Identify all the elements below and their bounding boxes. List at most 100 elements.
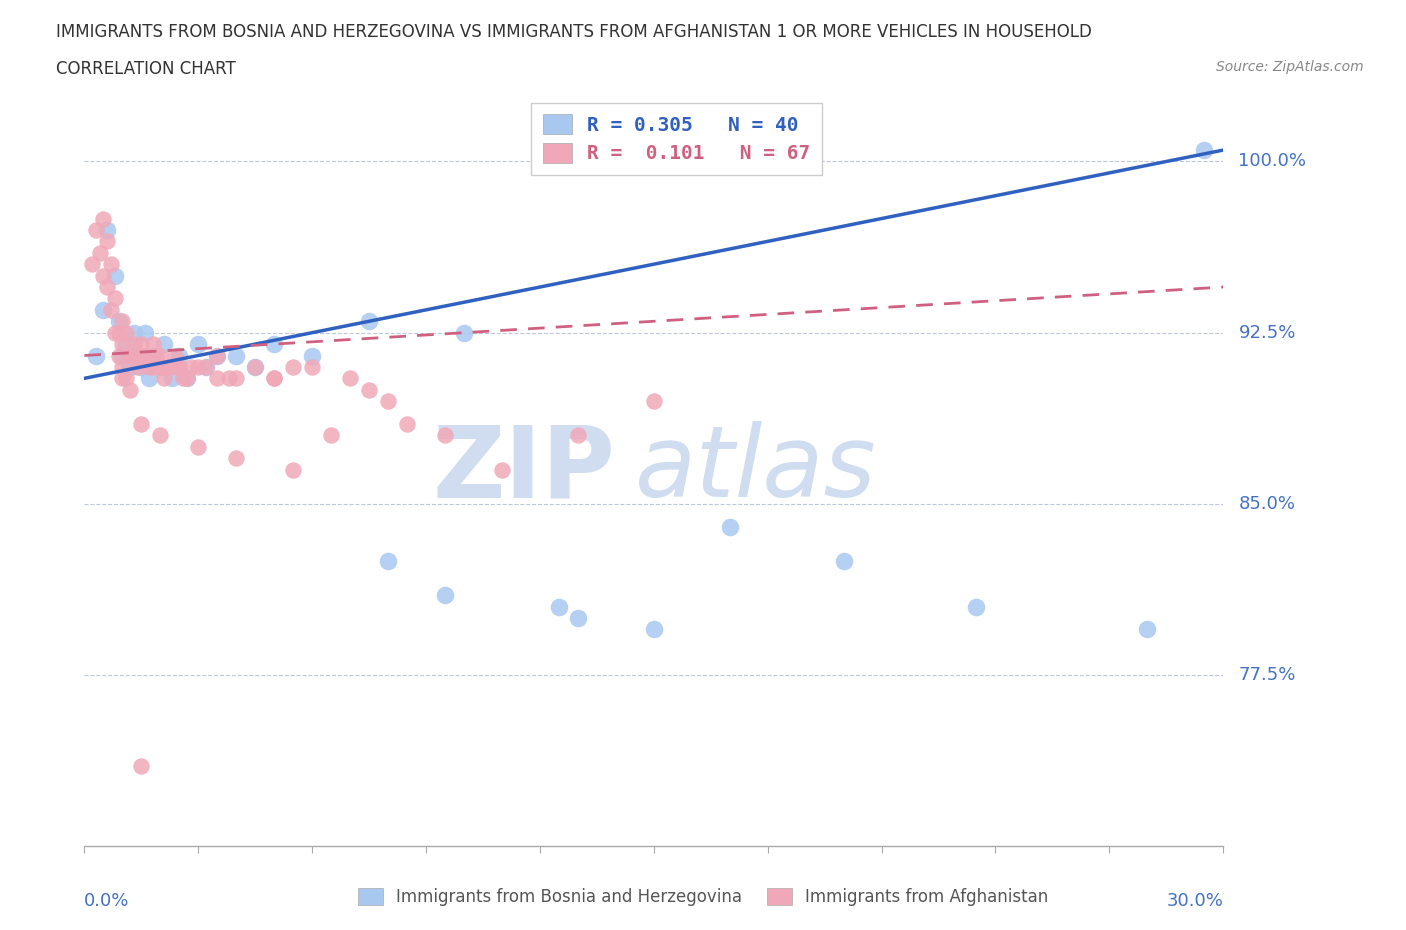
Point bbox=[107, 348, 129, 363]
Point bbox=[104, 268, 127, 283]
Point bbox=[718, 519, 741, 534]
Point bbox=[187, 360, 209, 375]
Point bbox=[160, 360, 183, 375]
Point bbox=[142, 348, 165, 363]
Text: 100.0%: 100.0% bbox=[1239, 153, 1306, 170]
Legend: R = 0.305   N = 40, R =  0.101   N = 67: R = 0.305 N = 40, R = 0.101 N = 67 bbox=[531, 102, 823, 175]
Point bbox=[156, 360, 179, 375]
Point bbox=[129, 360, 153, 375]
Point bbox=[93, 268, 115, 283]
Point bbox=[96, 280, 118, 295]
Point bbox=[283, 462, 305, 477]
Point bbox=[149, 428, 172, 443]
Point bbox=[160, 371, 183, 386]
Point bbox=[359, 382, 381, 397]
Point bbox=[321, 428, 343, 443]
Point bbox=[263, 371, 285, 386]
Point bbox=[100, 302, 122, 317]
Point bbox=[145, 348, 167, 363]
Point bbox=[187, 337, 209, 352]
Point bbox=[142, 360, 165, 375]
Point bbox=[111, 337, 134, 352]
Point bbox=[89, 246, 111, 260]
Point bbox=[127, 360, 149, 375]
Point bbox=[142, 337, 165, 352]
Point bbox=[434, 428, 457, 443]
Point bbox=[643, 393, 665, 408]
Point bbox=[107, 326, 129, 340]
Point bbox=[118, 348, 141, 363]
Point bbox=[104, 326, 127, 340]
Point bbox=[134, 348, 156, 363]
Point bbox=[187, 439, 209, 454]
Point bbox=[84, 348, 107, 363]
Point bbox=[377, 553, 399, 568]
Point bbox=[122, 348, 145, 363]
Point bbox=[96, 222, 118, 237]
Point bbox=[122, 326, 145, 340]
Point bbox=[207, 348, 229, 363]
Point bbox=[138, 360, 160, 375]
Point bbox=[100, 257, 122, 272]
Point bbox=[127, 348, 149, 363]
Point bbox=[165, 348, 187, 363]
Point bbox=[111, 371, 134, 386]
Point bbox=[263, 337, 285, 352]
Point bbox=[263, 371, 285, 386]
Point bbox=[225, 371, 247, 386]
Point bbox=[359, 313, 381, 328]
Text: IMMIGRANTS FROM BOSNIA AND HERZEGOVINA VS IMMIGRANTS FROM AFGHANISTAN 1 OR MORE : IMMIGRANTS FROM BOSNIA AND HERZEGOVINA V… bbox=[56, 23, 1092, 41]
Point bbox=[111, 348, 134, 363]
Point bbox=[283, 360, 305, 375]
Point bbox=[176, 371, 198, 386]
Text: 77.5%: 77.5% bbox=[1239, 666, 1296, 684]
Point bbox=[122, 337, 145, 352]
Point bbox=[339, 371, 361, 386]
Point bbox=[111, 360, 134, 375]
Point bbox=[301, 348, 323, 363]
Point bbox=[548, 599, 571, 614]
Point bbox=[93, 211, 115, 226]
Point bbox=[172, 371, 194, 386]
Point bbox=[207, 348, 229, 363]
Point bbox=[301, 360, 323, 375]
Point bbox=[149, 360, 172, 375]
Point bbox=[134, 326, 156, 340]
Text: ZIP: ZIP bbox=[433, 421, 616, 518]
Point bbox=[153, 371, 176, 386]
Point bbox=[129, 759, 153, 774]
Point bbox=[194, 360, 217, 375]
Point bbox=[225, 348, 247, 363]
Point bbox=[115, 371, 138, 386]
Point bbox=[129, 417, 153, 432]
Point bbox=[169, 348, 191, 363]
Text: Source: ZipAtlas.com: Source: ZipAtlas.com bbox=[1216, 60, 1364, 74]
Point bbox=[118, 382, 141, 397]
Point bbox=[107, 313, 129, 328]
Point bbox=[169, 360, 191, 375]
Point bbox=[138, 371, 160, 386]
Point bbox=[96, 234, 118, 249]
Text: 0.0%: 0.0% bbox=[84, 892, 129, 910]
Point bbox=[115, 326, 138, 340]
Point bbox=[180, 360, 202, 375]
Point bbox=[84, 222, 107, 237]
Point bbox=[149, 348, 172, 363]
Point bbox=[104, 291, 127, 306]
Text: 30.0%: 30.0% bbox=[1167, 892, 1223, 910]
Point bbox=[115, 337, 138, 352]
Point bbox=[567, 611, 589, 626]
Point bbox=[245, 360, 267, 375]
Point bbox=[1136, 622, 1159, 637]
Point bbox=[245, 360, 267, 375]
Point bbox=[129, 348, 153, 363]
Point bbox=[225, 451, 247, 466]
Point bbox=[153, 337, 176, 352]
Point bbox=[377, 393, 399, 408]
Point bbox=[93, 302, 115, 317]
Point bbox=[643, 622, 665, 637]
Point bbox=[149, 360, 172, 375]
Point bbox=[567, 428, 589, 443]
Text: atlas: atlas bbox=[636, 421, 876, 518]
Point bbox=[194, 360, 217, 375]
